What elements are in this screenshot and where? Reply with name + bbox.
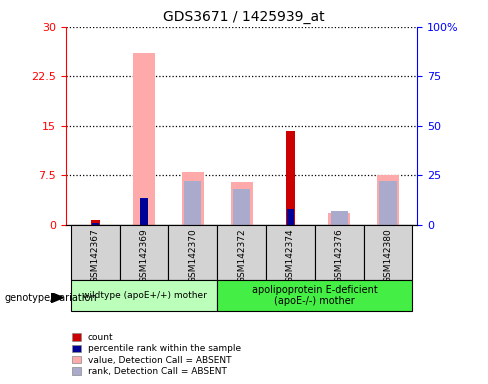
Text: GSM142374: GSM142374 xyxy=(286,228,295,283)
Bar xyxy=(328,213,350,225)
Text: GSM142376: GSM142376 xyxy=(335,228,344,283)
Bar xyxy=(286,131,295,225)
Bar xyxy=(364,225,412,280)
Legend: count, percentile rank within the sample, value, Detection Call = ABSENT, rank, : count, percentile rank within the sample… xyxy=(68,329,244,379)
Bar xyxy=(141,198,148,225)
Bar xyxy=(92,223,99,225)
Bar xyxy=(331,211,348,225)
Bar xyxy=(217,225,266,280)
Bar xyxy=(120,225,168,280)
Text: apolipoprotein E-deficient
(apoE-/-) mother: apolipoprotein E-deficient (apoE-/-) mot… xyxy=(252,285,378,306)
Bar xyxy=(315,225,364,280)
Bar xyxy=(71,225,120,280)
Text: GDS3671 / 1425939_at: GDS3671 / 1425939_at xyxy=(163,10,325,23)
Text: GSM142369: GSM142369 xyxy=(140,228,148,283)
Bar xyxy=(377,175,399,225)
Bar xyxy=(91,220,100,225)
Bar xyxy=(71,280,217,311)
Bar xyxy=(231,182,253,225)
Polygon shape xyxy=(51,293,63,303)
Text: genotype/variation: genotype/variation xyxy=(5,293,98,303)
Text: wildtype (apoE+/+) mother: wildtype (apoE+/+) mother xyxy=(81,291,206,300)
Bar xyxy=(266,225,315,280)
Bar xyxy=(233,189,250,225)
Bar xyxy=(168,225,217,280)
Bar xyxy=(217,280,412,311)
Text: GSM142372: GSM142372 xyxy=(237,228,246,283)
Bar xyxy=(287,209,294,225)
Bar xyxy=(380,181,397,225)
Bar xyxy=(182,172,204,225)
Text: GSM142367: GSM142367 xyxy=(91,228,100,283)
Text: GSM142380: GSM142380 xyxy=(384,228,392,283)
Text: GSM142370: GSM142370 xyxy=(188,228,197,283)
Bar xyxy=(184,181,202,225)
Bar xyxy=(133,53,155,225)
